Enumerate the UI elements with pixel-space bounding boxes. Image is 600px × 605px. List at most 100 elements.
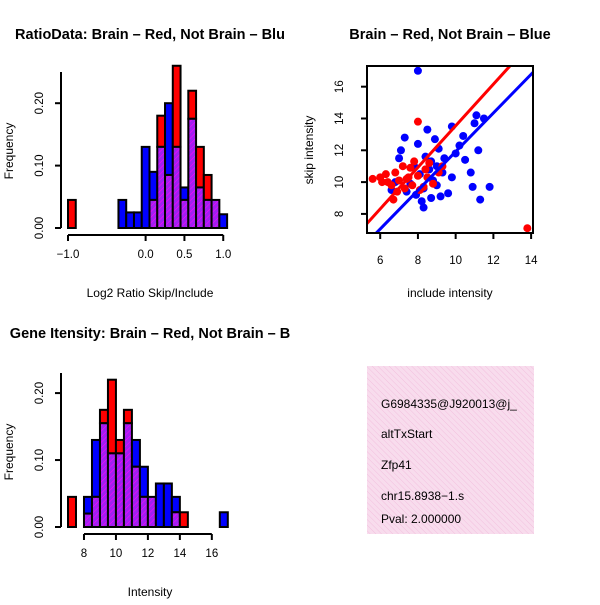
ratio-histogram-bar-overlap-11 <box>195 186 205 230</box>
ratio-histogram-y-tick-label-0: 0.00 <box>34 217 46 239</box>
ratio-histogram-bar-red-8 <box>171 64 182 148</box>
ratio-histogram-xlabel: Log2 Ratio Skip/Include <box>87 286 214 300</box>
ratio-histogram-x-tick-label-1: 0.0 <box>138 249 154 261</box>
info-gene-symbol: Zfp41 <box>381 458 412 472</box>
info-pval: Pval: 2.000000 <box>381 512 461 526</box>
scatter-point-red-19 <box>421 165 430 174</box>
intensity-histogram-bar-red-4 <box>106 378 117 455</box>
ratio-histogram-bar-overlap-6 <box>156 145 167 230</box>
scatter-point-blue-15 <box>423 125 432 134</box>
intensity-histogram-bar-red-3 <box>98 408 109 425</box>
intensity-histogram-bar-overlap-5 <box>114 452 125 529</box>
scatter-point-red-5 <box>387 181 396 190</box>
scatter-point-blue-35 <box>470 119 479 128</box>
info-event-type: altTxStart <box>381 427 433 441</box>
info-panel: G6984335@J920013@j_ altTxStart Zfp41 chr… <box>367 366 534 534</box>
intensity-histogram-bar-blue-14 <box>218 511 229 529</box>
intensity-histogram-bar-blue-2 <box>90 438 101 498</box>
scatter-ylabel: skip intensity <box>302 116 316 185</box>
intensity-histogram-y-tick-label-2: 0.20 <box>34 382 46 404</box>
ratio-histogram-y-tick-label-2: 0.20 <box>34 92 46 114</box>
scatter-point-red-9 <box>398 162 407 171</box>
ratio-histogram-bar-blue-1 <box>117 198 128 229</box>
intensity-histogram-bar-overlap-7 <box>130 465 141 529</box>
intensity-histogram-bar-overlap-1 <box>82 512 93 529</box>
intensity-histogram-bar-red-0 <box>67 495 77 529</box>
scatter-point-red-0 <box>368 174 377 183</box>
ratio-histogram-bar-overlap-5 <box>148 198 159 229</box>
scatter-x-tick-label-4: 14 <box>525 255 538 267</box>
intensity-histogram-bar-blue-8 <box>138 465 149 498</box>
scatter-point-blue-26 <box>444 189 453 198</box>
intensity-histogram-bar-overlap-4 <box>106 452 117 529</box>
intensity-histogram-bar-blue-10 <box>154 482 165 529</box>
scatter-point-blue-18 <box>427 194 436 203</box>
intensity-histogram-bar-blue-7 <box>130 438 141 468</box>
scatter-title: Brain – Red, Not Brain – Blue <box>349 27 550 43</box>
scatter-y-tick-label-1: 10 <box>334 176 346 189</box>
scatter-axes: 6 8 10 12 14 8 10 12 14 16 <box>334 65 538 267</box>
scatter-point-blue-31 <box>459 131 468 140</box>
scatter-point-blue-34 <box>468 182 477 191</box>
scatter-xlabel: include intensity <box>407 286 492 300</box>
scatter-data-layer <box>367 66 533 233</box>
ratio-histogram-y-tick-label-1: 0.10 <box>34 154 46 176</box>
ratio-histogram-x-tick-label-2: 0.5 <box>176 249 192 261</box>
ratio-histogram-bar-red-11 <box>195 145 205 189</box>
ratio-histogram-bar-overlap-9 <box>179 198 190 229</box>
scatter-fit-line-blue <box>374 71 533 233</box>
intensity-histogram-axes: 8 10 12 14 16 0.00 0.10 0.20 <box>34 373 218 560</box>
scatter-x-tick-label-1: 8 <box>415 255 421 267</box>
scatter-point-red-13 <box>408 181 417 190</box>
ratio-histogram-bar-overlap-13 <box>210 198 221 229</box>
scatter-point-red-14 <box>410 157 419 166</box>
scatter-point-blue-40 <box>485 182 494 191</box>
ratio-histogram-bar-blue-2 <box>125 211 135 229</box>
scatter-panel: Brain – Red, Not Brain – Blue 6 8 10 12 14 8 1… <box>302 27 551 300</box>
scatter-x-tick-label-0: 6 <box>377 255 383 267</box>
scatter-point-red-15 <box>413 171 422 180</box>
scatter-frame <box>366 65 534 234</box>
ratio-histogram-bar-red-10 <box>187 89 198 120</box>
scatter-point-blue-27 <box>447 173 456 182</box>
scatter-point-blue-37 <box>474 146 483 155</box>
intensity-histogram-ylabel: Frequency <box>2 424 16 481</box>
scatter-fit-line-red <box>367 66 512 225</box>
intensity-histogram-y-tick-label-1: 0.10 <box>34 449 46 471</box>
scatter-point-blue-11 <box>417 197 426 206</box>
scatter-point-blue-33 <box>466 168 475 177</box>
scatter-point-red-2 <box>378 178 387 187</box>
intensity-histogram-x-tick-label-0: 8 <box>81 548 87 560</box>
scatter-point-red-25 <box>523 224 532 233</box>
ratio-histogram-bar-blue-7 <box>164 102 174 176</box>
intensity-histogram-x-tick-label-2: 12 <box>142 548 155 560</box>
scatter-point-blue-42 <box>413 139 422 148</box>
ratio-histogram-bar-red-12 <box>202 173 213 201</box>
intensity-histogram-y-tick-label-0: 0.00 <box>34 516 46 538</box>
ratio-histogram-panel: RatioData: Brain – Red, Not Brain – Blu … <box>2 27 285 300</box>
ratio-histogram-bar-overlap-7 <box>164 173 174 230</box>
scatter-point-blue-38 <box>476 195 485 204</box>
intensity-histogram-xlabel: Intensity <box>128 585 173 599</box>
scatter-point-blue-0 <box>413 66 422 75</box>
ratio-histogram-bar-overlap-8 <box>171 145 182 230</box>
ratio-histogram-bar-red-0 <box>67 198 77 229</box>
info-gene-id: G6984335@J920013@j_ <box>381 397 517 411</box>
intensity-histogram-panel: Gene Itensity: Brain – Red, Not Brain – … <box>2 326 290 599</box>
ratio-histogram-x-tick-label-0: −1.0 <box>57 249 80 261</box>
intensity-histogram-bar-overlap-6 <box>122 422 133 528</box>
ratio-histogram-axes: −1.0 0.0 0.5 1.0 0.00 0.10 0.20 <box>34 72 231 261</box>
scatter-point-red-3 <box>381 170 390 179</box>
info-panel-background <box>367 366 534 534</box>
ratio-histogram-ylabel: Frequency <box>2 123 16 180</box>
scatter-x-tick-label-3: 12 <box>487 255 500 267</box>
scatter-x-tick-label-2: 10 <box>449 255 462 267</box>
intensity-histogram-bar-overlap-2 <box>90 495 101 529</box>
scatter-y-tick-label-2: 12 <box>334 144 346 157</box>
ratio-histogram-bar-blue-4 <box>140 145 151 230</box>
scatter-point-blue-32 <box>461 155 470 164</box>
intensity-histogram-bar-red-13 <box>178 511 189 529</box>
intensity-histogram-bar-overlap-3 <box>98 422 109 528</box>
ratio-histogram-bar-blue-5 <box>148 170 159 201</box>
